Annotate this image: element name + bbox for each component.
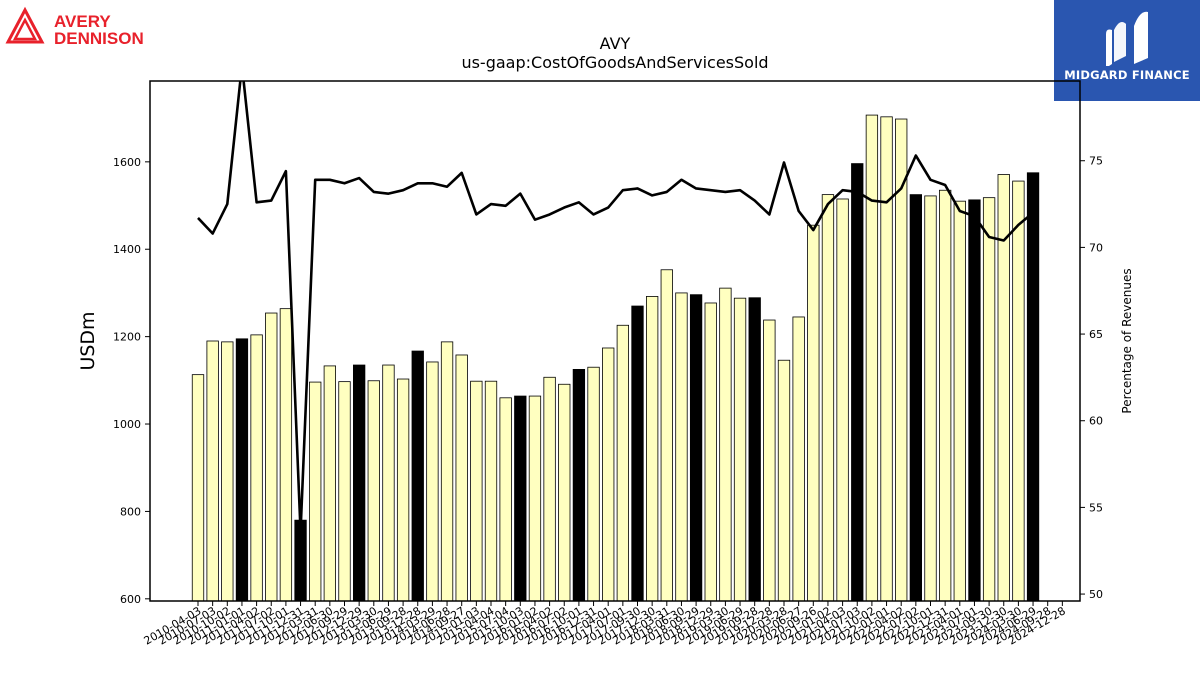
right-axis-ticks: 50 55 60 65 70 75: [1080, 155, 1103, 601]
bar: [411, 350, 424, 602]
bar-series: [191, 114, 1040, 602]
badge-text: MIDGARD FINANCE: [1064, 68, 1190, 82]
bar: [558, 383, 571, 602]
y-tick-label: 1400: [113, 243, 141, 256]
bar: [265, 312, 278, 602]
y-tick-label: 1600: [113, 156, 141, 169]
bar: [909, 194, 922, 602]
bar: [221, 341, 234, 602]
bar: [572, 368, 586, 602]
percentage-line: [197, 81, 1034, 533]
logo-line-2: DENNISON: [54, 29, 144, 48]
bar: [587, 366, 600, 602]
bar: [455, 354, 468, 602]
bar: [323, 365, 337, 602]
y-right-tick-label: 55: [1089, 501, 1103, 514]
bar: [939, 189, 952, 602]
publisher-badge: MIDGARD FINANCE: [1054, 0, 1200, 101]
y-right-tick-label: 75: [1089, 155, 1103, 168]
chart-subtitle: us-gaap:CostOfGoodsAndServicesSold: [461, 53, 768, 72]
logo-triangle-icon: [5, 6, 45, 44]
bar: [821, 194, 835, 602]
bar: [851, 163, 864, 602]
bar: [865, 114, 879, 602]
y-tick-label: 800: [120, 505, 141, 518]
bar: [748, 297, 761, 602]
y-right-tick-label: 65: [1089, 328, 1103, 341]
bar: [646, 296, 659, 602]
y-tick-label: 600: [120, 593, 141, 606]
bar: [675, 292, 688, 602]
bar: [279, 308, 293, 602]
bar: [499, 397, 512, 602]
midgard-logo-icon: [1106, 11, 1148, 66]
bar: [719, 287, 732, 602]
bar: [528, 395, 542, 602]
logo-line-1: AVERY: [54, 12, 111, 31]
bar: [367, 380, 380, 602]
bar: [807, 224, 820, 602]
bar: [352, 364, 366, 602]
y-tick-label: 1200: [113, 331, 141, 344]
bar: [733, 297, 747, 602]
bar: [514, 395, 527, 602]
bar: [616, 324, 629, 602]
bar: [382, 364, 395, 602]
bar: [543, 376, 556, 602]
bar: [704, 302, 717, 602]
y-axis-label: USDm: [77, 311, 99, 370]
company-logo: AVERY DENNISON: [5, 6, 144, 48]
line-series: [197, 81, 1034, 533]
bar: [924, 195, 937, 602]
bar: [250, 334, 263, 602]
y-tick-label: 1000: [113, 418, 141, 431]
left-axis-ticks: 600 800 1000 1200 1400 1600: [113, 156, 150, 606]
bar: [602, 347, 615, 602]
bar: [309, 381, 322, 602]
bar: [763, 319, 776, 602]
bar: [982, 197, 996, 602]
bar: [953, 200, 966, 602]
y-axis-right-label: Percentage of Revenues: [1120, 268, 1134, 413]
bar: [777, 359, 791, 602]
x-axis-ticks: 2010-04-032010-07-032010-10-022011-01-01…: [142, 601, 1068, 648]
bar: [338, 381, 351, 602]
bar: [968, 199, 981, 602]
bar: [792, 316, 805, 602]
bar: [206, 340, 219, 602]
bar: [880, 116, 893, 602]
y-right-tick-label: 60: [1089, 415, 1103, 428]
bar: [440, 341, 454, 602]
bar: [1026, 172, 1040, 602]
bar: [470, 380, 483, 602]
bar: [484, 380, 498, 602]
bar: [396, 378, 410, 602]
bar: [689, 294, 703, 602]
y-right-tick-label: 70: [1089, 241, 1103, 254]
y-right-tick-label: 50: [1089, 588, 1103, 601]
chart-title: AVY: [600, 34, 631, 53]
bar: [836, 198, 849, 602]
bar: [1012, 180, 1025, 602]
bar: [660, 269, 673, 602]
bar: [191, 374, 205, 602]
plot-frame: [149, 80, 1081, 602]
bar: [426, 361, 439, 602]
bar: [631, 305, 644, 602]
bar: [235, 338, 249, 602]
